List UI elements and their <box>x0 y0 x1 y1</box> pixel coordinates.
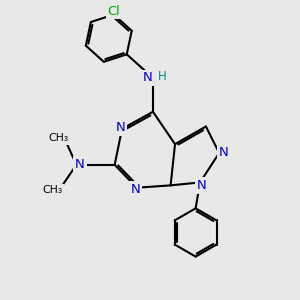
Text: N: N <box>219 146 229 159</box>
Text: N: N <box>196 179 206 192</box>
Text: Cl: Cl <box>107 4 120 17</box>
Text: CH₃: CH₃ <box>48 133 68 143</box>
Text: N: N <box>75 158 85 171</box>
Text: N: N <box>143 71 152 84</box>
Text: H: H <box>158 70 167 83</box>
Text: N: N <box>116 121 125 134</box>
Text: CH₃: CH₃ <box>42 185 62 195</box>
Text: N: N <box>130 183 140 196</box>
